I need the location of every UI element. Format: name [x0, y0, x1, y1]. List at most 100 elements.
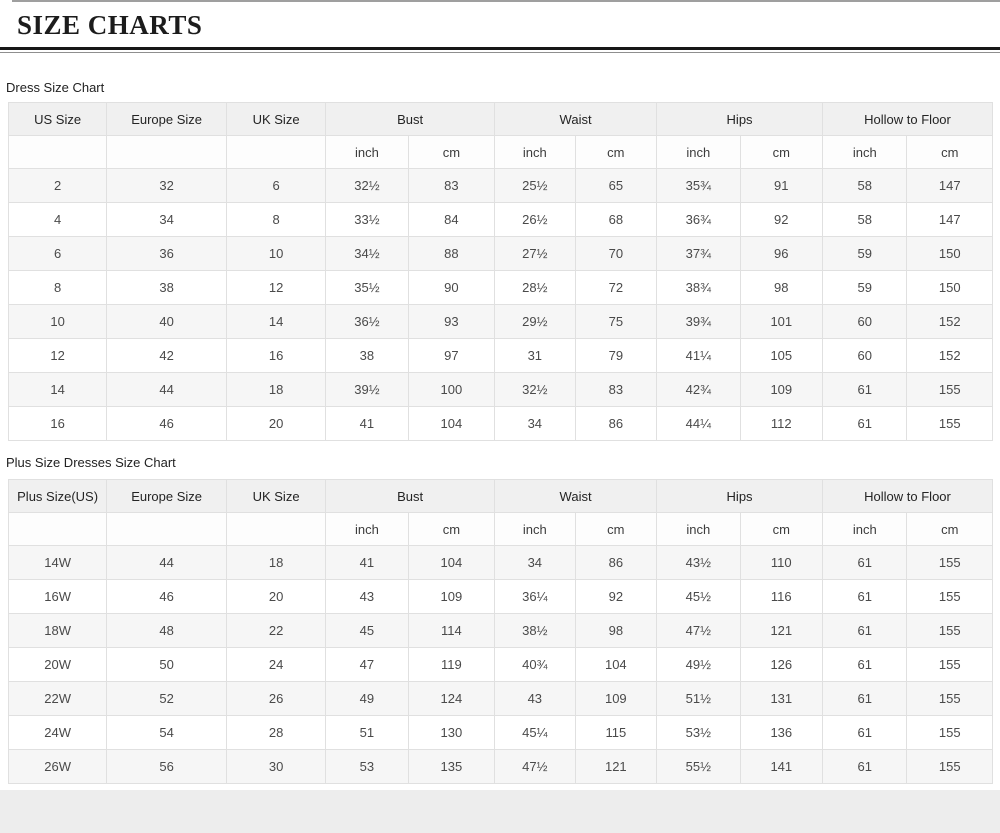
table-cell: 36¾: [656, 202, 741, 237]
plus-size-chart-section: Plus Size Dresses Size Chart Plus Size(U…: [0, 455, 1000, 784]
table-cell: 39½: [325, 372, 409, 407]
table-cell: 98: [739, 270, 824, 305]
table-cell: 43: [325, 579, 409, 614]
table-cell: 35¾: [656, 168, 741, 203]
table-cell: 79: [574, 338, 658, 373]
table-cell: 31: [494, 338, 576, 373]
table-cell: 135: [407, 749, 496, 784]
table-cell: 16: [7, 406, 108, 441]
table-cell: 40¾: [494, 647, 576, 682]
table-cell: 38: [325, 338, 409, 373]
table-cell: 155: [906, 545, 993, 580]
table-cell: 29½: [494, 304, 576, 339]
title-rule-thick: [0, 47, 1000, 50]
table-cell: 41: [325, 545, 409, 580]
table-cell: 38¾: [656, 270, 741, 305]
unit-header: cm: [906, 512, 993, 546]
unit-header: inch: [656, 512, 741, 546]
table-row: 20W 50 24 47 119 40¾ 104 49½ 126 61 155: [7, 647, 993, 682]
column-header: US Size: [7, 102, 108, 136]
table-cell: 10: [7, 304, 108, 339]
table-cell: 86: [574, 545, 658, 580]
column-header: Hips: [656, 102, 824, 136]
table-cell: 26W: [7, 749, 108, 784]
table-cell: 155: [906, 579, 993, 614]
table-cell: 16: [225, 338, 327, 373]
column-header: Hollow to Floor: [822, 102, 993, 136]
table-cell: 155: [906, 681, 993, 716]
table-cell: 47: [325, 647, 409, 682]
column-header: Waist: [494, 102, 658, 136]
table-cell: 131: [739, 681, 824, 716]
table-cell: 155: [906, 715, 993, 750]
dress-size-chart-table: US Size Europe Size UK Size Bust Waist Hips Ho…: [7, 102, 993, 441]
table-cell: 109: [574, 681, 658, 716]
header-row: US Size Europe Size UK Size Bust Waist Hips Ho…: [7, 102, 993, 136]
unit-header: cm: [739, 512, 824, 546]
table-row: 24W 54 28 51 130 45¼ 115 53½ 136 61 155: [7, 715, 993, 750]
table-cell: 44: [106, 372, 227, 407]
table-cell: 34: [106, 202, 227, 237]
title-rule-thin: [0, 52, 1000, 53]
table-cell: 155: [906, 749, 993, 784]
table-cell: 152: [906, 304, 993, 339]
table-row: 4 34 8 33½ 84 26½ 68 36¾ 92 58 147: [7, 202, 993, 237]
unit-header-empty: [225, 512, 327, 546]
table-cell: 58: [822, 168, 908, 203]
table-cell: 126: [739, 647, 824, 682]
table-cell: 50: [106, 647, 227, 682]
unit-header-empty: [7, 512, 108, 546]
table-row: 12 42 16 38 97 31 79 41¼ 105 60 152: [7, 338, 993, 373]
table-cell: 61: [822, 545, 908, 580]
table-cell: 49½: [656, 647, 741, 682]
table-row: 8 38 12 35½ 90 28½ 72 38¾ 98 59 150: [7, 270, 993, 305]
table-cell: 100: [407, 372, 496, 407]
table-row: 14W 44 18 41 104 34 86 43½ 110 61 155: [7, 545, 993, 580]
table-cell: 54: [106, 715, 227, 750]
table-cell: 37¾: [656, 236, 741, 271]
table-cell: 75: [574, 304, 658, 339]
plus-size-chart-label: Plus Size Dresses Size Chart: [6, 455, 176, 470]
table-row: 6 36 10 34½ 88 27½ 70 37¾ 96 59 150: [7, 236, 993, 271]
table-cell: 104: [574, 647, 658, 682]
table-cell: 12: [225, 270, 327, 305]
table-cell: 55½: [656, 749, 741, 784]
table-cell: 24: [225, 647, 327, 682]
table-cell: 59: [822, 270, 908, 305]
table-cell: 41¼: [656, 338, 741, 373]
table-cell: 43: [494, 681, 576, 716]
table-cell: 12: [7, 338, 108, 373]
table-cell: 33½: [325, 202, 409, 237]
table-cell: 49: [325, 681, 409, 716]
table-row: 16 46 20 41 104 34 86 44¼ 112 61 155: [7, 406, 993, 441]
table-cell: 28: [225, 715, 327, 750]
dress-size-chart-label: Dress Size Chart: [6, 80, 105, 95]
unit-header-empty: [106, 512, 227, 546]
unit-row: inch cm inch cm inch cm inch cm: [7, 135, 993, 169]
table-cell: 56: [106, 749, 227, 784]
table-cell: 61: [822, 749, 908, 784]
footer-strip: [0, 790, 1000, 833]
unit-header: cm: [407, 512, 496, 546]
table-cell: 14W: [7, 545, 108, 580]
table-cell: 92: [574, 579, 658, 614]
table-cell: 32: [106, 168, 227, 203]
table-cell: 109: [407, 579, 496, 614]
column-header: Europe Size: [106, 102, 227, 136]
table-cell: 18: [225, 372, 327, 407]
table-cell: 136: [739, 715, 824, 750]
table-cell: 155: [906, 372, 993, 407]
table-cell: 61: [822, 715, 908, 750]
table-cell: 150: [906, 270, 993, 305]
table-cell: 60: [822, 338, 908, 373]
table-cell: 47½: [656, 613, 741, 648]
table-cell: 96: [739, 236, 824, 271]
column-header: UK Size: [225, 102, 327, 136]
table-cell: 110: [739, 545, 824, 580]
table-cell: 51½: [656, 681, 741, 716]
table-cell: 58: [822, 202, 908, 237]
table-cell: 20W: [7, 647, 108, 682]
table-cell: 60: [822, 304, 908, 339]
table-cell: 46: [106, 406, 227, 441]
table-cell: 36½: [325, 304, 409, 339]
